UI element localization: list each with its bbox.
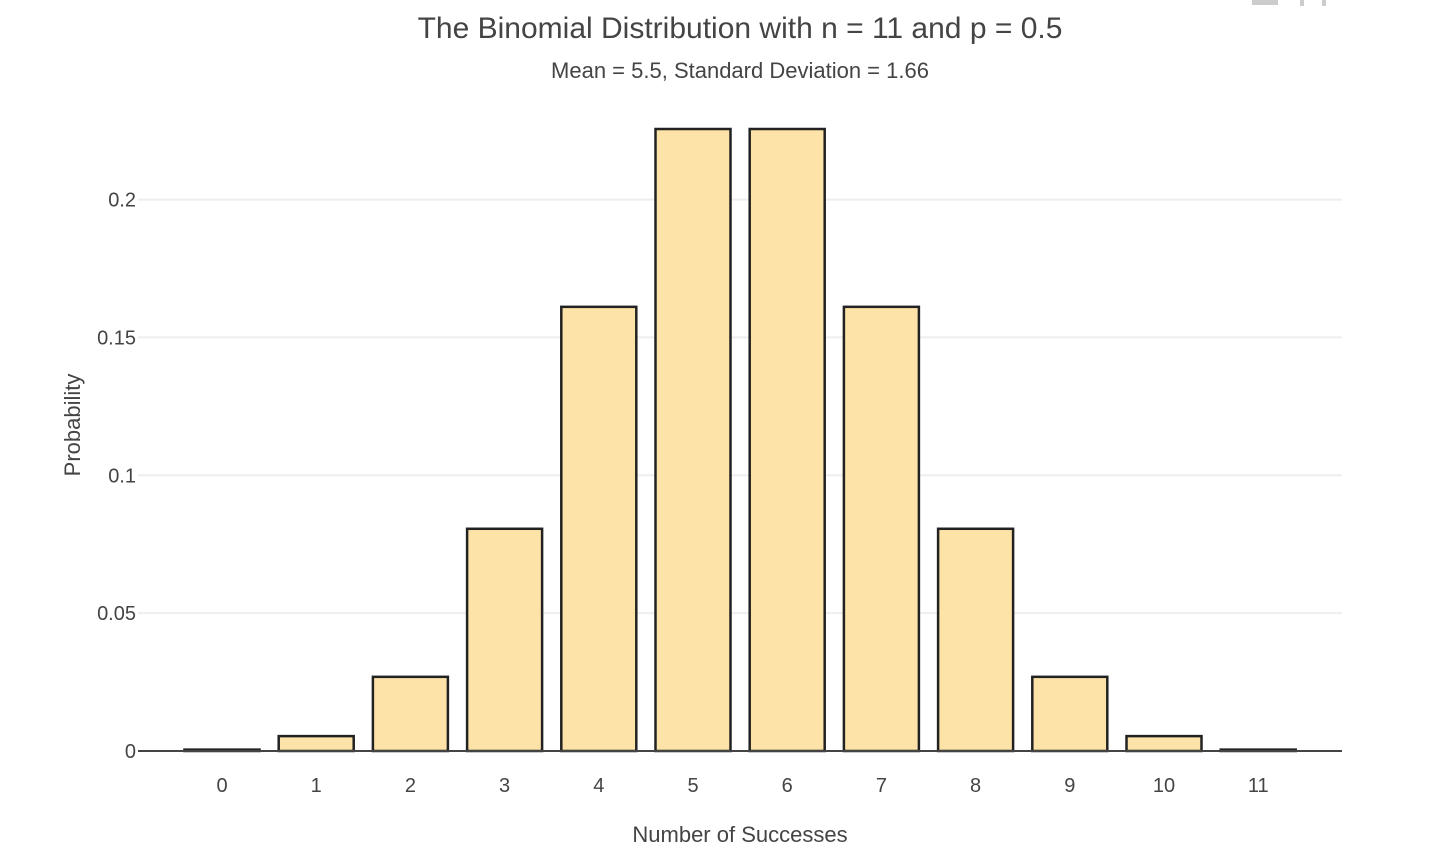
bar [560, 305, 638, 753]
chart-subtitle: Mean = 5.5, Standard Deviation = 1.66 [551, 58, 929, 83]
x-tick-label: 2 [405, 775, 416, 797]
y-tick-label: 0.2 [108, 190, 136, 212]
bar [1031, 675, 1109, 753]
y-tick-label: 0.05 [97, 603, 136, 625]
x-tick-label: 5 [687, 775, 698, 797]
x-tick-labels: 0 1 2 3 4 5 6 7 8 9 10 11 [216, 775, 1268, 797]
x-tick-label: 7 [876, 775, 887, 797]
x-tick-label: 10 [1153, 775, 1175, 797]
bar [1125, 734, 1203, 753]
x-tick-label: 1 [311, 775, 322, 797]
x-tick-label: 0 [216, 775, 227, 797]
y-tick-label: 0.15 [97, 327, 136, 349]
y-axis-label: Probability [60, 374, 85, 477]
bar [371, 675, 450, 753]
bar [936, 527, 1015, 753]
bar [748, 127, 826, 753]
y-tick-labels: 0 0.05 0.1 0.15 0.2 [97, 190, 136, 763]
y-tick-label: 0 [125, 741, 136, 763]
modebar-camera-icon[interactable] [1252, 0, 1278, 5]
x-tick-label: 6 [782, 775, 793, 797]
x-tick-label: 4 [593, 775, 604, 797]
x-tick-label: 9 [1064, 775, 1075, 797]
modebar-zoom-icon[interactable] [1300, 0, 1304, 6]
modebar[interactable] [1252, 0, 1326, 6]
chart-title: The Binomial Distribution with n = 11 an… [418, 12, 1063, 45]
modebar-pan-icon[interactable] [1322, 0, 1326, 6]
x-tick-label: 3 [499, 775, 510, 797]
bar [842, 305, 921, 753]
bar [654, 127, 732, 753]
gridlines [138, 198, 1342, 615]
x-axis-label: Number of Successes [632, 822, 847, 847]
x-tick-label: 8 [970, 775, 981, 797]
bars [183, 127, 1297, 753]
bar [465, 527, 544, 753]
x-tick-label: 11 [1248, 775, 1269, 797]
y-tick-label: 0.1 [108, 465, 136, 487]
bar [277, 734, 355, 753]
